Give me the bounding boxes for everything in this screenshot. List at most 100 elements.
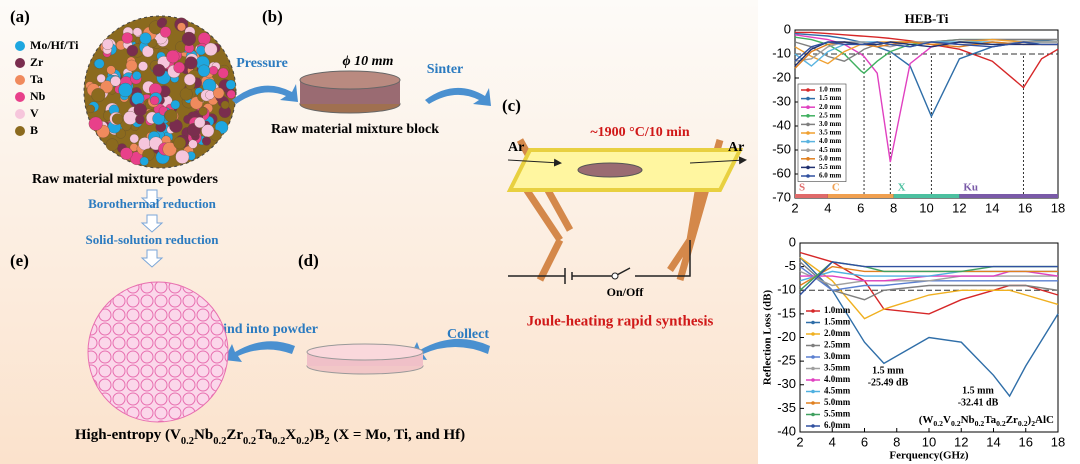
block-label: Raw material mixture block xyxy=(271,122,439,137)
legend-label: 2.5mm xyxy=(824,340,851,350)
subscript: 0.2 xyxy=(296,436,309,447)
y-tick-label: -30 xyxy=(777,376,796,391)
series-line xyxy=(794,41,1058,67)
caption: High-entropy (V0.2Nb0.2Zr0.2Ta0.2X0.2)B2… xyxy=(75,427,465,446)
particle xyxy=(106,65,116,75)
particle xyxy=(225,79,236,90)
text-segment: Nb xyxy=(961,414,975,426)
legend-marker xyxy=(811,343,815,348)
legend-label: 1.0 mm xyxy=(819,86,841,94)
y-tick-label: -40 xyxy=(777,423,796,438)
particle xyxy=(220,100,230,110)
step-arrow xyxy=(140,214,164,233)
particle xyxy=(94,58,105,69)
legend-label: 1.0mm xyxy=(824,305,851,315)
particle xyxy=(160,26,172,38)
y-tick-label: -20 xyxy=(777,329,796,344)
particle xyxy=(91,88,106,103)
legend-dot xyxy=(15,75,25,85)
particle xyxy=(197,32,211,46)
particle xyxy=(96,73,106,83)
legend-marker xyxy=(811,366,815,371)
y-tick-label: -70 xyxy=(772,189,791,204)
particle xyxy=(173,136,186,150)
legend-label: 1.5 mm xyxy=(819,94,841,102)
x-tick-label: 16 xyxy=(1018,200,1032,215)
particle xyxy=(111,113,124,125)
text-segment: Zr xyxy=(226,427,243,443)
y-tick-label: -50 xyxy=(772,141,791,156)
step-arrow xyxy=(140,249,164,268)
particle xyxy=(166,50,180,64)
subscript: 0.2 xyxy=(996,419,1006,428)
particle xyxy=(162,142,177,157)
powder-circle xyxy=(83,15,237,169)
series-line xyxy=(794,41,1058,62)
chart-label: (W0.2V0.2Nb0.2Ta0.2Zr0.2)2AlC xyxy=(919,414,1054,429)
legend-label: 2.5 mm xyxy=(819,111,841,119)
powder-label: Raw material mixture powders xyxy=(32,172,219,187)
x-tick-label: 14 xyxy=(986,434,1000,449)
y-tick-label: -60 xyxy=(772,165,791,180)
particle xyxy=(142,45,154,58)
legend-label: 3.0 mm xyxy=(819,120,841,128)
band-label: S xyxy=(799,182,805,194)
y-axis-label: Reflection Loss (dB) xyxy=(762,290,774,386)
legend-marker xyxy=(811,412,815,417)
legend-label: 3.0mm xyxy=(824,351,851,361)
temperature-label: ~1900 °C/10 min xyxy=(590,125,689,140)
particle xyxy=(183,73,196,86)
legend-marker xyxy=(811,378,815,382)
particle xyxy=(213,87,225,99)
band-label: X xyxy=(898,182,906,194)
particle xyxy=(156,18,166,28)
arrow xyxy=(409,338,490,360)
legend-label: Nb xyxy=(30,89,46,103)
x-tick-label: 2 xyxy=(796,434,803,449)
panel-label: (c) xyxy=(502,96,521,115)
series-line xyxy=(799,256,1059,398)
legend-label: 4.5 mm xyxy=(819,146,841,154)
annotation: 1.5 mm xyxy=(872,365,904,376)
band xyxy=(959,194,1058,198)
particle xyxy=(121,32,133,44)
particle xyxy=(173,61,185,74)
subscript: 2 xyxy=(1031,419,1035,428)
particle xyxy=(88,116,103,131)
series-line xyxy=(799,261,1059,301)
x-tick-label: 4 xyxy=(824,200,831,215)
legend-label: 3.5mm xyxy=(824,363,851,373)
legend-dot xyxy=(15,92,25,102)
arrow xyxy=(232,84,298,104)
legend-marker xyxy=(806,105,810,109)
x-tick-label: 10 xyxy=(919,200,933,215)
text-segment: V xyxy=(943,414,951,426)
legend-marker xyxy=(806,139,810,144)
y-tick-label: -10 xyxy=(777,282,796,297)
gas-arrow xyxy=(689,156,747,165)
x-tick-label: 6 xyxy=(857,200,864,215)
legend-marker xyxy=(806,131,810,135)
series-line xyxy=(799,261,1058,296)
particle xyxy=(226,89,236,99)
panel-label: (e) xyxy=(10,251,29,270)
charts: 2 4 6 8 10 12 14 16 180-10-20-30-40-50-60-70S C X K… xyxy=(762,11,1066,462)
text-segment: ) xyxy=(1028,414,1032,426)
diameter-label: ϕ 10 mm xyxy=(343,54,394,69)
particle xyxy=(100,80,114,94)
subscript: 2 xyxy=(324,436,329,447)
subscript: 0.2 xyxy=(951,419,961,428)
series-line xyxy=(795,31,1059,89)
particle xyxy=(152,112,165,125)
particle xyxy=(120,147,133,160)
text-segment: (X = Mo, Ti, and Hf) xyxy=(330,427,466,443)
panel-label: (a) xyxy=(10,7,30,26)
subscript: 0.2 xyxy=(272,436,285,447)
x-tick-label: 10 xyxy=(922,434,936,449)
particle xyxy=(139,32,152,45)
particle xyxy=(204,42,218,56)
band-label: Ku xyxy=(963,182,978,194)
y-tick-label: -20 xyxy=(772,69,791,84)
particle xyxy=(118,82,133,98)
